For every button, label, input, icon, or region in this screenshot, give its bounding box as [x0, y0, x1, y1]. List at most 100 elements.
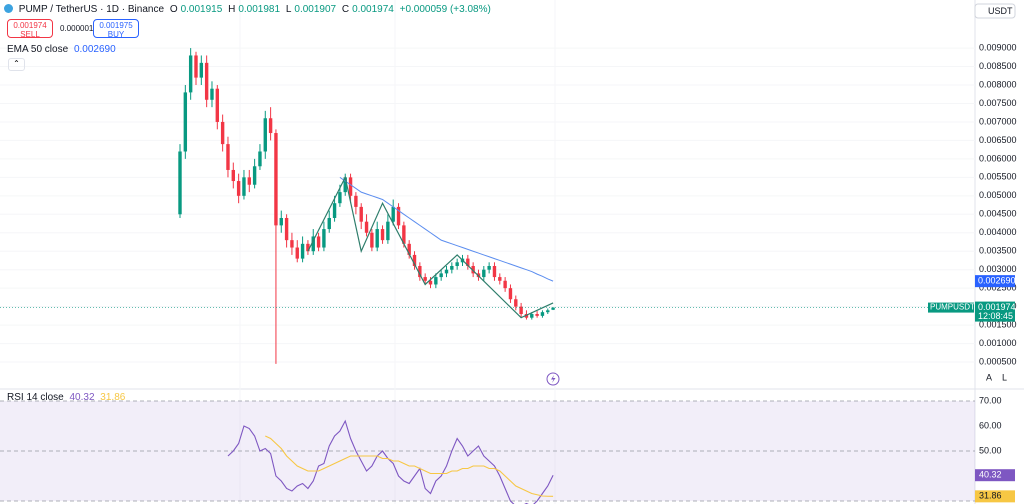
y-tick-label: 0.006000 [979, 153, 1017, 163]
candle-body [178, 151, 182, 215]
buy-price: 0.001975 [99, 21, 133, 30]
y-tick-label: 0.006500 [979, 135, 1017, 145]
candle-body [375, 229, 379, 248]
candle-body [343, 177, 347, 193]
ohlc-low: 0.001907 [294, 4, 337, 15]
candle-body [444, 269, 449, 274]
currency-label[interactable]: USDT [988, 6, 1013, 16]
candle-body [183, 92, 188, 152]
candle-body [492, 265, 497, 278]
candle-body [252, 166, 257, 185]
value-tag: 31.86 [979, 491, 1002, 501]
candle-body [332, 203, 337, 218]
ohlc-key: L [285, 4, 292, 15]
candle-body [311, 236, 315, 252]
rsi-line [265, 435, 554, 497]
symbol-title: PUMP / TetherUS · 1D · Binance [18, 4, 165, 15]
symbol-icon [4, 4, 13, 13]
collapse-button[interactable]: ⌃ [8, 58, 25, 71]
candle-body [428, 280, 433, 285]
y-tick-label: 0.003500 [979, 246, 1017, 256]
candle-body [503, 280, 507, 289]
value-tag: 40.32 [979, 470, 1002, 480]
candle-body [327, 217, 331, 230]
candle-body [450, 265, 454, 270]
candle-body [514, 299, 518, 307]
change: +0.000059 (+3.08%) [399, 4, 491, 15]
ema-tag-bg [975, 275, 1015, 288]
ema-name: EMA 50 close [7, 44, 69, 55]
ohlc-key: C [341, 4, 350, 15]
candle-body [247, 177, 251, 185]
candle-body [407, 243, 411, 255]
candle-body [231, 169, 235, 182]
candle-body [471, 265, 475, 274]
candle-body [412, 254, 417, 266]
candle-body [242, 177, 246, 196]
candle-body [268, 118, 273, 134]
candle-body [434, 277, 438, 285]
candle-body [210, 88, 214, 100]
candle-body [300, 243, 305, 259]
log-scale-button[interactable]: L [1002, 372, 1007, 382]
candle-body [188, 55, 193, 93]
ohlc-close: 0.001974 [352, 4, 394, 15]
ohlc-key: H [228, 4, 236, 15]
candle-body [482, 269, 486, 278]
rsi-name: RSI 14 close [7, 392, 64, 403]
candle-body [508, 288, 513, 300]
candle-body [348, 177, 353, 196]
candle-body [263, 118, 267, 152]
currency-button[interactable] [974, 3, 1016, 19]
y-tick-label: 0.000500 [979, 356, 1017, 366]
y-tick-label: 0.005000 [979, 190, 1017, 200]
candle-body [370, 232, 374, 248]
candle-body [540, 312, 545, 316]
candle-body [391, 206, 395, 222]
spread: 0.000001 [60, 24, 94, 33]
ohlc-high: 0.001981 [238, 4, 281, 15]
y-tick-label: 50.00 [979, 445, 1002, 455]
ema-legend: EMA 50 close 0.002690 [7, 44, 119, 55]
price-tag-bg [975, 301, 1015, 322]
countdown: 12:08:45 [978, 311, 1013, 321]
sell-label: SELL [20, 30, 40, 39]
candle-body [535, 314, 539, 316]
buy-button[interactable]: 0.001975 BUY [93, 19, 139, 39]
rsi-pane: 70.00 60.00 50.00 40.32 31.86 [0, 395, 1015, 504]
candle-body [279, 217, 283, 226]
y-tick-label: 0.003000 [979, 264, 1017, 274]
symbol-tag: PUMPUSDT [930, 303, 975, 312]
lightning-icon [551, 375, 556, 383]
sell-button[interactable]: 0.001974 SELL [7, 19, 53, 39]
symbol-tag-bg [928, 302, 974, 313]
y-tick-label: 0.001500 [979, 319, 1017, 329]
rsi-line [227, 419, 554, 504]
candle-body [295, 247, 299, 259]
candle-body [402, 225, 406, 244]
y-tick-label: 0.004000 [979, 227, 1017, 237]
y-tick-label: 0.004500 [979, 209, 1017, 219]
candle-body [306, 243, 310, 252]
ema-value: 0.002690 [73, 44, 116, 55]
auto-scale-button[interactable]: A [986, 372, 992, 382]
candle-body [519, 306, 523, 315]
candle-body [439, 273, 443, 278]
candle-body [359, 206, 363, 222]
candle-body [204, 62, 209, 100]
buy-label: BUY [107, 30, 125, 39]
value-tag-bg [975, 490, 1015, 503]
candle-body [322, 229, 326, 248]
y-tick-label: 0.008500 [979, 61, 1017, 71]
candle-body [551, 307, 555, 310]
candle-body [418, 265, 422, 278]
candle-body [284, 217, 289, 241]
candle-body [274, 133, 278, 226]
y-tick-label: 0.009000 [979, 42, 1017, 52]
sell-price: 0.001974 [13, 21, 47, 30]
candle-body [199, 62, 204, 78]
ema-line [339, 176, 554, 282]
